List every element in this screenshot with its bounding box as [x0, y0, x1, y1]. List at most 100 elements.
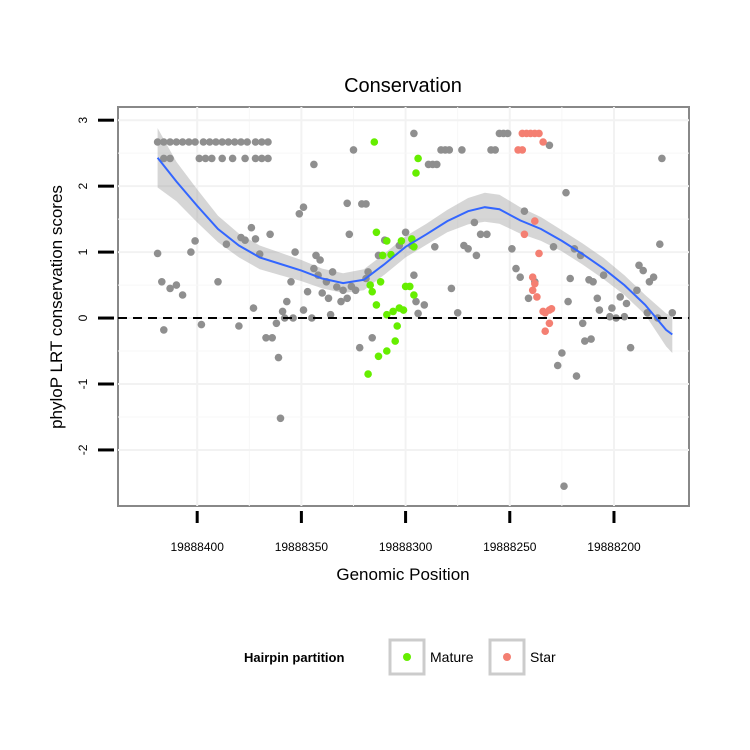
point-other [324, 294, 333, 303]
point-mature [372, 301, 381, 309]
point-other [268, 334, 277, 342]
point-mature [410, 291, 418, 299]
point-other [595, 306, 604, 314]
point-other [289, 314, 297, 322]
point-other [160, 154, 168, 163]
points-layer [153, 129, 677, 491]
point-star [541, 327, 549, 336]
y-tick-label: -2 [76, 444, 90, 455]
point-star [528, 273, 537, 282]
point-other [364, 268, 372, 276]
point-other [476, 230, 485, 239]
point-other [470, 218, 479, 227]
x-tick-label: 19888300 [379, 540, 433, 554]
point-other [520, 207, 529, 215]
point-mature [378, 251, 387, 260]
point-other [191, 237, 199, 245]
point-other [549, 243, 558, 251]
point-other [635, 261, 643, 270]
point-mature [370, 138, 379, 146]
legend-marker-mature [403, 653, 411, 661]
point-other [197, 320, 206, 329]
point-other [178, 138, 187, 146]
point-other [326, 310, 335, 319]
smooth-curve [156, 157, 673, 336]
point-mature [383, 237, 391, 245]
point-other [243, 138, 251, 146]
point-other [343, 199, 352, 208]
point-mature [393, 322, 402, 330]
point-mature [366, 281, 375, 289]
legend-label-star: Star [530, 649, 556, 665]
point-other [218, 138, 226, 146]
point-other [355, 343, 364, 352]
point-mature [410, 243, 418, 251]
legend-label-mature: Mature [430, 649, 474, 665]
point-star [547, 305, 556, 313]
point-other [299, 203, 308, 211]
point-other [266, 230, 274, 239]
point-other [276, 414, 285, 423]
point-other [524, 294, 533, 303]
point-other [343, 294, 352, 303]
point-other [235, 322, 243, 330]
point-other [458, 146, 466, 154]
point-other [608, 304, 616, 312]
point-star [535, 129, 543, 138]
point-star [535, 249, 543, 258]
point-other [560, 482, 568, 491]
point-other [333, 283, 341, 291]
point-other [278, 307, 287, 316]
point-star [545, 319, 554, 328]
point-other [172, 138, 181, 146]
point-other [218, 154, 226, 163]
point-other [166, 284, 174, 293]
point-other [172, 281, 181, 289]
point-other [649, 273, 658, 282]
point-mature [368, 287, 377, 296]
point-mature [391, 337, 400, 345]
point-other [545, 141, 554, 150]
point-other [589, 278, 597, 286]
point-mature [374, 352, 383, 361]
point-other [195, 154, 204, 163]
y-tick-label: 0 [76, 314, 90, 321]
point-other [247, 223, 256, 232]
point-mature [399, 306, 408, 314]
point-other [472, 251, 481, 260]
point-other [658, 154, 666, 163]
point-other [564, 297, 572, 306]
point-other [491, 146, 500, 154]
point-star [520, 230, 529, 239]
point-other [633, 286, 641, 295]
point-other [578, 319, 587, 328]
point-other [185, 138, 193, 146]
point-other [264, 154, 272, 163]
point-other [201, 154, 210, 163]
point-other [258, 138, 266, 146]
point-other [503, 129, 512, 138]
point-other [656, 240, 664, 248]
y-tick-label: 2 [76, 182, 90, 189]
point-mature [383, 347, 391, 355]
point-mature [364, 370, 372, 378]
point-other [339, 286, 347, 295]
y-tick-label: 1 [76, 248, 90, 255]
point-other [362, 200, 370, 208]
legend-title: Hairpin partition [244, 650, 344, 665]
point-other [208, 154, 216, 163]
point-other [310, 264, 318, 273]
point-other [251, 138, 260, 146]
curve-layer [156, 157, 673, 336]
point-other [351, 286, 360, 295]
x-tick-label: 19888400 [170, 540, 224, 554]
point-other [349, 146, 358, 154]
point-star [514, 146, 522, 154]
point-other [153, 138, 162, 146]
point-other [431, 243, 439, 251]
x-tick-label: 19888250 [483, 540, 537, 554]
point-other [153, 249, 162, 258]
point-other [191, 138, 199, 146]
point-other [414, 309, 422, 318]
point-other [345, 230, 354, 239]
